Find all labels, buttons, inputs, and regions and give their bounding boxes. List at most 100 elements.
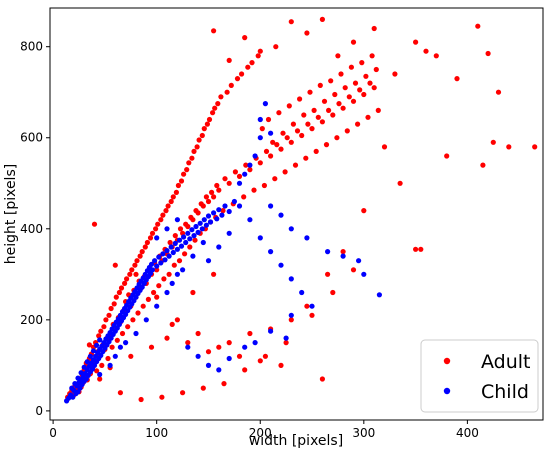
adult-point (149, 230, 156, 236)
x-tick-label: 400 (456, 426, 479, 440)
adult-point (292, 162, 299, 168)
adult-point (361, 208, 367, 214)
child-point (283, 335, 289, 341)
adult-point (444, 153, 450, 159)
child-point (154, 303, 160, 309)
adult-point (242, 367, 248, 373)
points-layer (64, 16, 538, 404)
adult-point (274, 142, 280, 148)
adult-point (154, 267, 160, 273)
child-point (205, 213, 212, 219)
adult-point (147, 235, 154, 241)
adult-point (159, 394, 165, 400)
child-point (278, 262, 284, 268)
child-point (193, 223, 199, 230)
adult-point (174, 317, 180, 323)
child-point (178, 243, 185, 249)
child-point (205, 258, 212, 264)
child-point (216, 367, 222, 373)
child-point (325, 249, 331, 255)
adult-point (236, 353, 243, 359)
adult-point (340, 249, 346, 255)
adult-point (317, 82, 323, 88)
child-point (70, 394, 76, 400)
adult-point (381, 144, 388, 150)
adult-point (178, 178, 185, 184)
adult-point (290, 121, 296, 127)
child-point (143, 317, 149, 323)
adult-point (418, 246, 424, 252)
adult-point (234, 76, 241, 82)
adult-point (190, 217, 196, 223)
child-point (340, 253, 346, 259)
adult-point (204, 121, 210, 127)
adult-point (116, 289, 122, 296)
adult-point (262, 353, 268, 359)
child-point (216, 244, 222, 250)
adult-point (108, 305, 114, 312)
child-point (185, 344, 191, 350)
adult-point (307, 89, 313, 95)
adult-point (210, 110, 216, 116)
child-point (164, 248, 170, 254)
adult-point (205, 198, 212, 205)
child-point (97, 371, 103, 378)
adult-point (352, 80, 359, 86)
child-point (205, 362, 212, 368)
adult-point (294, 128, 301, 134)
child-point (174, 246, 180, 252)
child-point (268, 130, 274, 136)
child-point (226, 230, 232, 236)
adult-point (117, 390, 123, 396)
adult-point (221, 381, 227, 387)
child-point (288, 276, 294, 282)
adult-point (215, 101, 221, 107)
adult-point (286, 103, 292, 109)
child-point (87, 353, 93, 359)
child-point (187, 236, 193, 242)
adult-point (182, 251, 188, 257)
legend-marker-child (443, 387, 451, 395)
adult-point (270, 139, 276, 145)
adult-point (144, 239, 150, 246)
adult-point (94, 368, 100, 374)
adult-point (130, 317, 136, 323)
adult-point (454, 76, 460, 82)
adult-point (480, 162, 486, 168)
adult-point (127, 271, 133, 277)
adult-point (99, 362, 105, 368)
child-point (199, 226, 205, 232)
child-point (201, 217, 207, 223)
adult-point (371, 25, 377, 32)
adult-point (255, 53, 261, 59)
adult-point (305, 121, 311, 127)
adult-point (272, 176, 278, 182)
child-point (278, 212, 284, 218)
child-point (242, 344, 248, 350)
adult-point (276, 110, 282, 116)
child-point (180, 267, 186, 273)
adult-point (211, 28, 217, 34)
adult-point (232, 169, 238, 175)
adult-point (397, 180, 403, 186)
adult-point (344, 128, 350, 134)
adult-point (335, 53, 341, 59)
adult-point (226, 180, 232, 186)
adult-point (170, 194, 176, 200)
child-point (356, 258, 362, 264)
child-point (149, 267, 156, 273)
adult-point (206, 116, 213, 123)
adult-point (373, 66, 379, 73)
child-point (69, 385, 75, 391)
adult-point (142, 244, 148, 250)
adult-point (113, 294, 119, 300)
adult-point (209, 189, 215, 195)
adult-point (239, 71, 245, 77)
legend-label-child: Child (481, 381, 529, 403)
child-point (168, 244, 174, 250)
adult-point (342, 85, 348, 91)
legend: Adult Child (420, 339, 539, 413)
adult-point (330, 112, 336, 118)
